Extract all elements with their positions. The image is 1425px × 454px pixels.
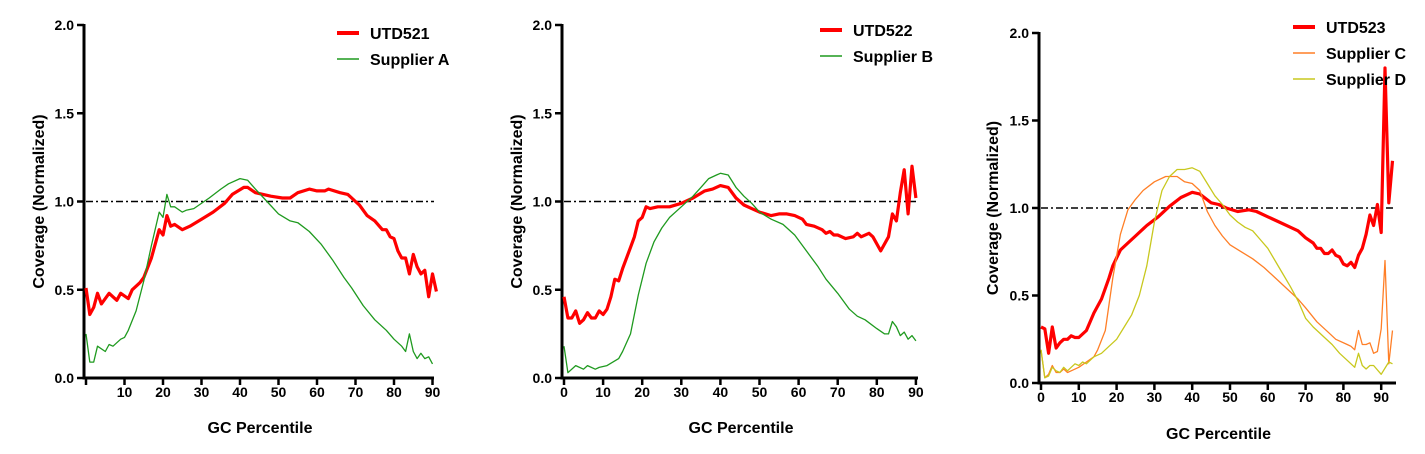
y-tick-label: 2.0 (533, 17, 553, 33)
chart-panel-3: 0.0 0.5 1.0 1.5 2.0 0 10 20 30 40 50 60 70 80 90 GC Per… (985, 20, 1406, 443)
x-tick-label: 70 (1298, 389, 1314, 405)
legend-label: Supplier B (853, 49, 933, 66)
series-line-supplier-a (85, 177, 434, 365)
y-tick-label: 0.0 (55, 370, 75, 386)
x-tick-label: 90 (425, 384, 441, 400)
x-tick-label: 50 (752, 384, 768, 400)
x-tick-label: 50 (271, 384, 287, 400)
x-tick-label: 80 (386, 384, 402, 400)
y-tick-label: 1.0 (55, 194, 75, 210)
legend-label: UTD522 (853, 23, 913, 40)
legend-label: UTD523 (1326, 20, 1386, 37)
x-tick-label: 10 (595, 384, 611, 400)
y-tick-label: 1.5 (55, 105, 75, 121)
x-tick-label: 0 (1037, 389, 1045, 405)
x-tick-label: 60 (791, 384, 807, 400)
x-tick-label: 20 (634, 384, 650, 400)
chart-panel-2: 0.0 0.5 1.0 1.5 2.0 0 10 20 30 40 50 60 70 80 90 GC Per… (509, 17, 933, 437)
series-line-supplier-d (1040, 167, 1393, 379)
legend-label: Supplier D (1326, 72, 1406, 89)
x-tick-label: 90 (1373, 389, 1389, 405)
x-tick-label: 40 (232, 384, 248, 400)
x-tick-label: 0 (560, 384, 568, 400)
x-tick-label: 10 (1071, 389, 1087, 405)
legend-label: Supplier C (1326, 46, 1406, 63)
y-tick-label: 0.0 (533, 370, 553, 386)
series-line-utd522 (562, 164, 918, 325)
legend-label: UTD521 (370, 26, 430, 43)
y-tick-label: 1.5 (533, 105, 553, 121)
x-tick-label: 20 (155, 384, 171, 400)
series-line-supplier-c (1040, 175, 1394, 379)
y-tick-label: 0.0 (1010, 375, 1030, 391)
x-tick-label: 80 (1336, 389, 1352, 405)
x-tick-label: 60 (309, 384, 325, 400)
x-tick-label: 30 (194, 384, 210, 400)
y-tick-label: 1.0 (533, 194, 553, 210)
y-axis-label: Coverage (Normalized) (985, 121, 1002, 295)
series-line-utd521 (84, 185, 438, 317)
series-line-utd523 (1040, 66, 1395, 355)
y-tick-label: 0.5 (55, 282, 75, 298)
x-axis-label: GC Percentile (1166, 426, 1271, 443)
x-tick-label: 50 (1222, 389, 1238, 405)
x-tick-label: 10 (117, 384, 133, 400)
series-line-supplier-b (563, 172, 917, 374)
y-axis-label: Coverage (Normalized) (509, 114, 526, 288)
x-tick-label: 30 (674, 384, 690, 400)
x-axis-label: GC Percentile (689, 420, 794, 437)
x-tick-label: 70 (830, 384, 846, 400)
x-tick-label: 90 (908, 384, 924, 400)
y-tick-label: 2.0 (1010, 25, 1030, 41)
x-tick-label: 80 (869, 384, 885, 400)
legend-label: Supplier A (370, 52, 450, 69)
y-tick-label: 0.5 (533, 282, 553, 298)
y-tick-label: 1.5 (1010, 113, 1030, 129)
chart-panel-1: 0.0 0.5 1.0 1.5 2.0 10 20 30 40 50 60 70 80 90 GC Perc… (31, 17, 450, 437)
x-tick-label: 20 (1109, 389, 1125, 405)
x-tick-label: 60 (1260, 389, 1276, 405)
y-tick-label: 1.0 (1010, 200, 1030, 216)
x-tick-label: 70 (348, 384, 364, 400)
x-tick-label: 30 (1147, 389, 1163, 405)
y-tick-label: 0.5 (1010, 288, 1030, 304)
x-axis-label: GC Percentile (208, 420, 313, 437)
x-tick-label: 40 (713, 384, 729, 400)
x-tick-label: 40 (1184, 389, 1200, 405)
y-axis-label: Coverage (Normalized) (31, 114, 48, 288)
y-tick-label: 2.0 (55, 17, 75, 33)
